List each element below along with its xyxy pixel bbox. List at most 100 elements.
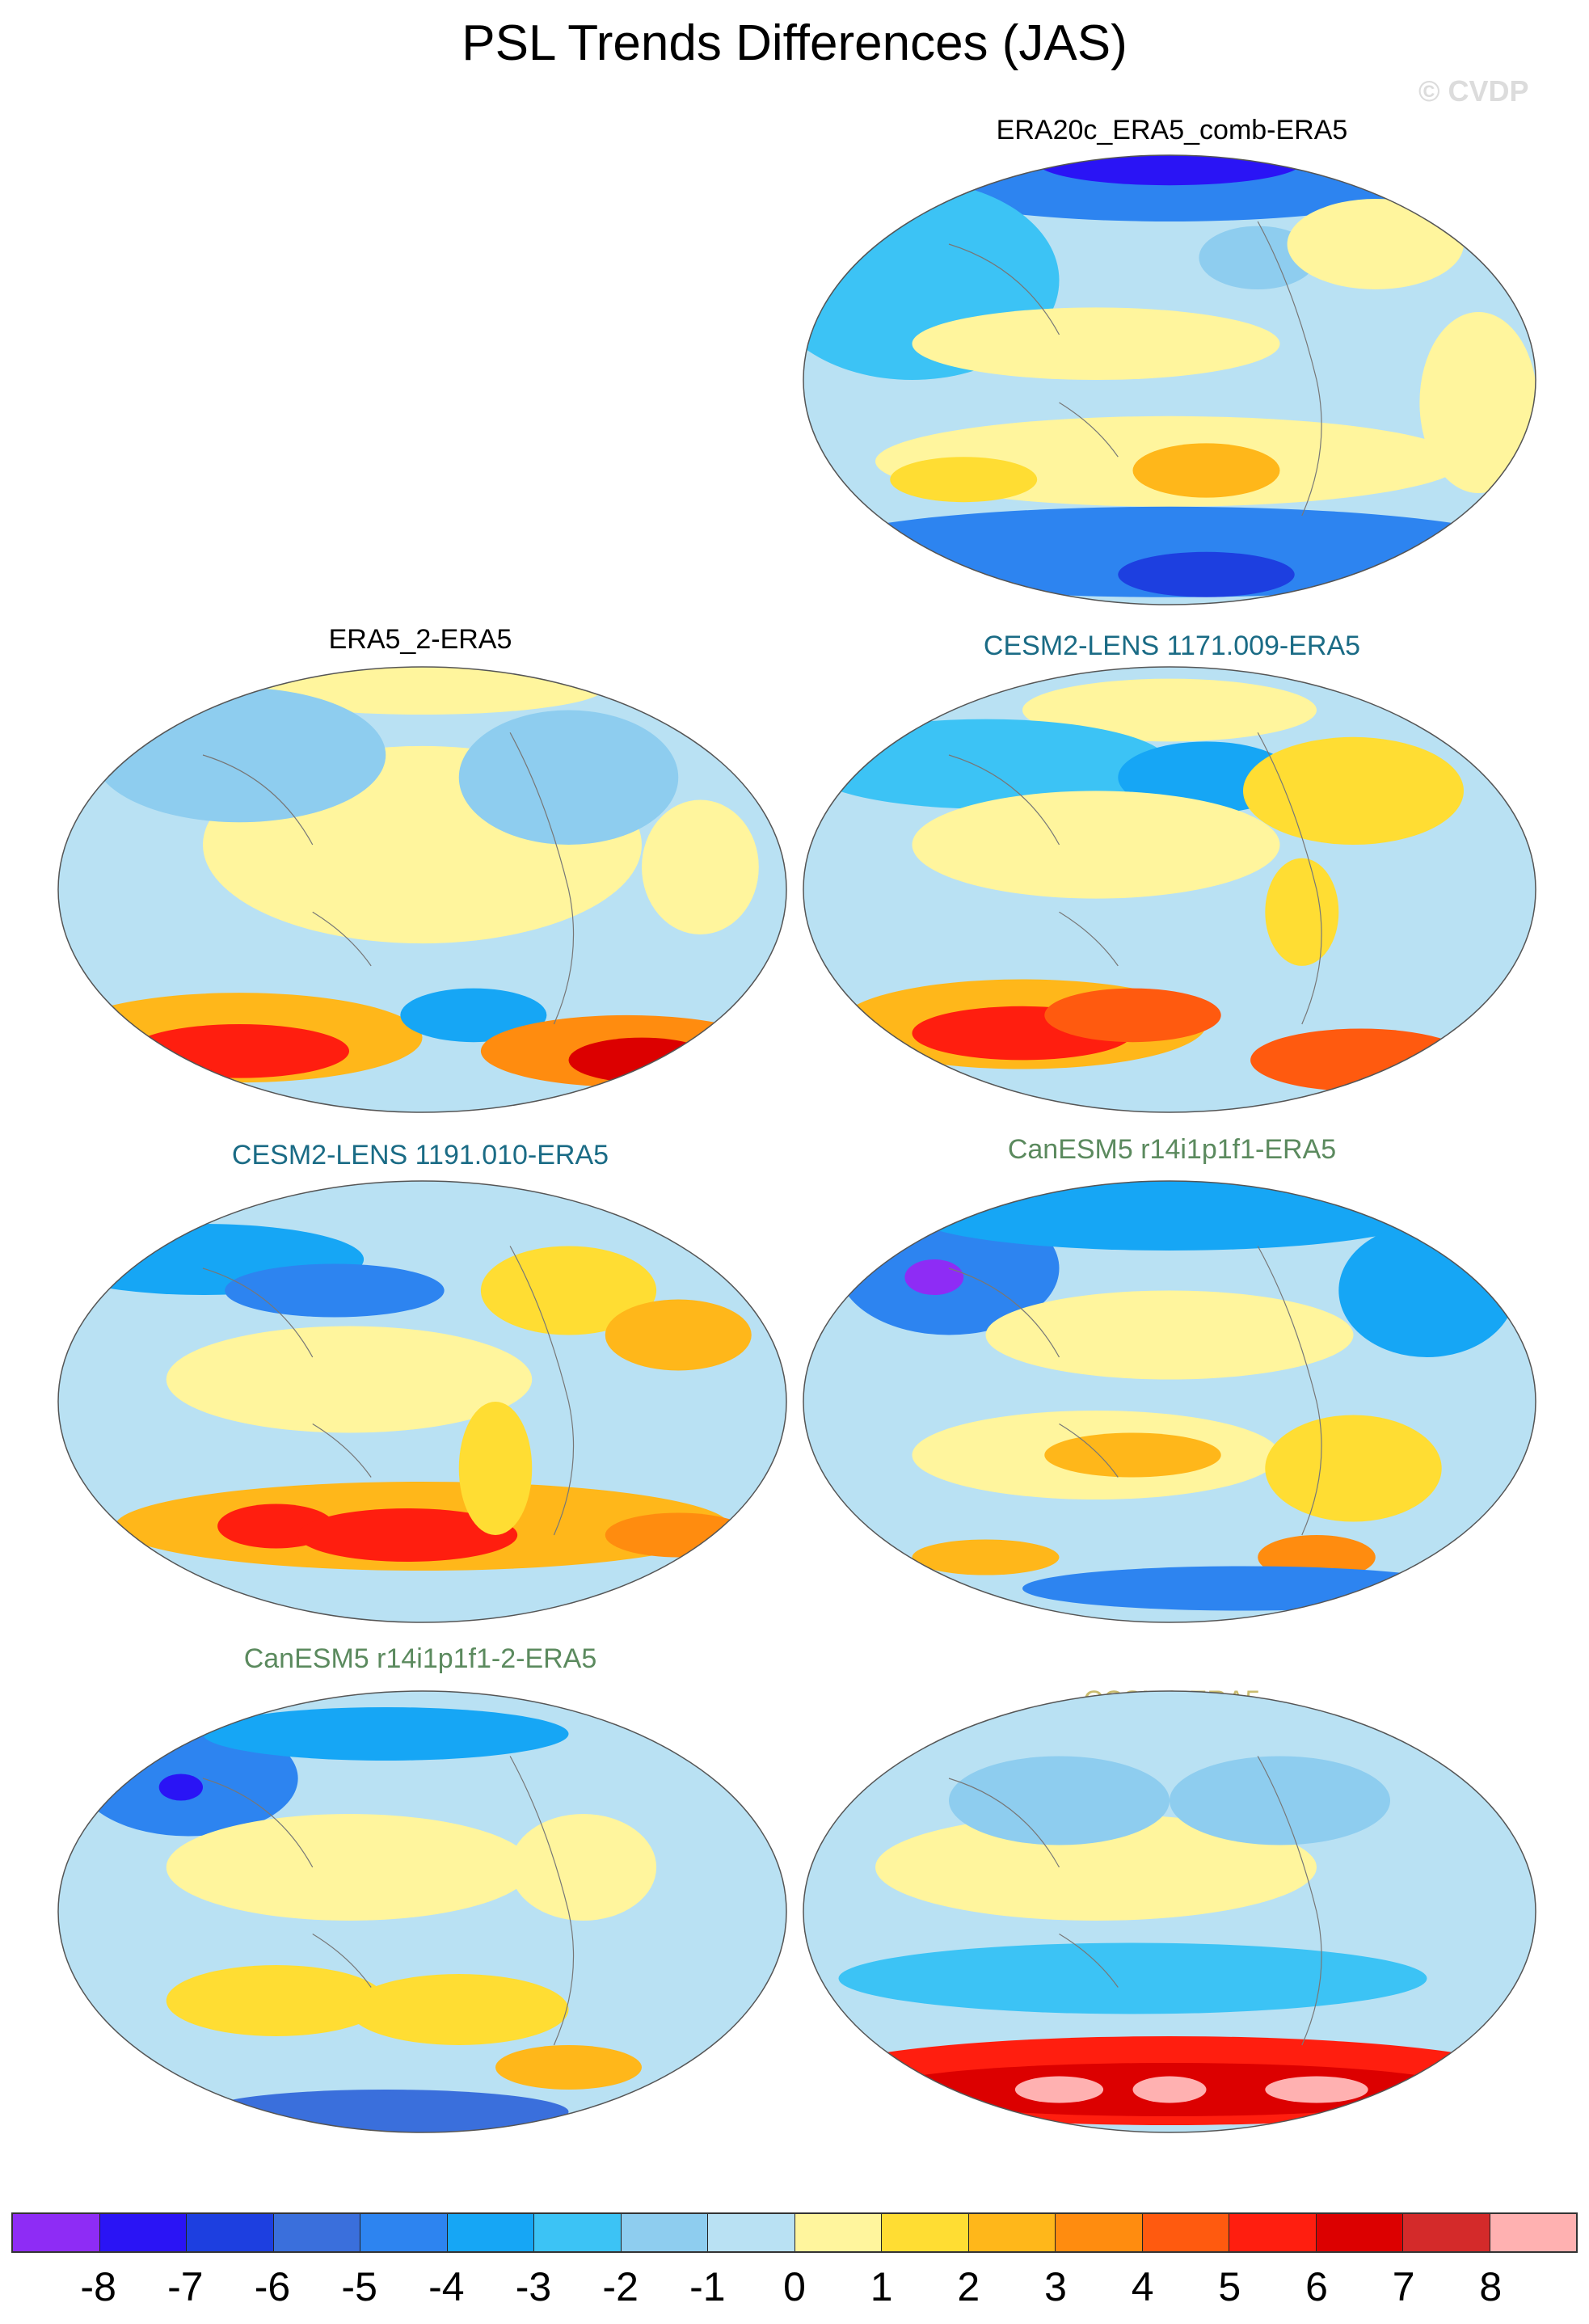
map-field-contour [495,2045,642,2090]
map-field-contour [203,1707,569,1761]
colorbar-swatch [360,2214,448,2251]
colorbar-swatch [447,2214,534,2251]
map-field-contour [1014,2076,1104,2103]
colorbar-swatch [1490,2214,1576,2251]
map-ccsm2 [803,1690,1536,2133]
panel-title-cesm-1191: CESM2-LENS 1191.010-ERA5 [231,1140,609,1170]
map-field-contour [1037,155,1302,186]
map-field-contour [912,1539,1060,1575]
map-field-contour [1265,858,1339,966]
map-field-contour [1044,1432,1221,1478]
map-field-contour [458,1402,533,1535]
cvdp-watermark: © CVDP [1418,74,1529,108]
panel-title-canesm-1: CanESM5 r14i1p1f1-ERA5 [1007,1134,1337,1165]
map-era5-2 [57,666,787,1113]
colorbar-swatch [1229,2214,1317,2251]
map-field-contour [158,1774,203,1801]
coastline [202,1756,575,2046]
map-field-contour [1265,1415,1442,1522]
map-field-contour [166,1326,533,1433]
map-cesm-1171 [803,666,1536,1113]
map-border [57,1690,787,2133]
colorbar-tick-label: 6 [1305,2264,1328,2309]
colorbar-tick-label: 5 [1218,2264,1241,2309]
map-field-contour [890,457,1038,503]
colorbar-tick-label: -2 [602,2264,639,2309]
colorbar-swatch [534,2214,622,2251]
colorbar-tick-label: -7 [167,2264,204,2309]
colorbar-swatch [1403,2214,1490,2251]
map-field-contour [480,1246,657,1335]
map-field-contour [93,687,386,823]
map-field-contour [1287,199,1464,289]
colorbar-tick-label: -8 [80,2264,116,2309]
map-cesm-1191 [57,1180,787,1623]
panel-title-cesm-1171: CESM2-LENS 1171.009-ERA5 [983,631,1361,661]
colorbar-tick-label: 1 [870,2264,893,2309]
colorbar-swatch [708,2214,795,2251]
colorbar-tick-label: 7 [1392,2264,1415,2309]
map-field-contour [1022,1566,1464,1611]
map-field-contour [568,1037,715,1083]
colorbar-tick-label: 8 [1479,2264,1503,2309]
map-field-contour [400,988,547,1043]
coastline [948,1246,1322,1536]
map-field-contour [1338,1224,1515,1357]
figure-title: PSL Trends Differences (JAS) [462,15,1127,71]
panel-title-canesm-2: CanESM5 r14i1p1f1-2-ERA5 [243,1643,597,1674]
colorbar-tick-label: -5 [341,2264,377,2309]
panel-title-era20c: ERA20c_ERA5_comb-ERA5 [996,115,1348,146]
map-field-contour [1132,2076,1207,2103]
map-field-contour [605,1299,752,1371]
colorbar-swatch [187,2214,274,2251]
map-field-contour [1265,2076,1368,2103]
map-era20c [803,154,1536,605]
colorbar-tick-label: 3 [1044,2264,1067,2309]
map-field-contour [912,791,1280,899]
map-border [803,1180,1536,1623]
map-field-contour [985,1290,1354,1380]
map-field-contour [1250,1028,1472,1092]
map-field-contour [1419,312,1536,493]
map-canesm-2 [57,1690,787,2133]
map-field-contour [458,710,679,845]
colorbar [11,2212,1578,2253]
map-field-contour [912,1181,1427,1251]
panel-title-era5-2: ERA5_2-ERA5 [328,624,512,655]
map-field-contour [1022,678,1317,742]
colorbar-swatch [1316,2214,1403,2251]
coastline [202,732,575,1025]
colorbar-swatch [99,2214,187,2251]
map-field-contour [1132,443,1280,498]
colorbar-tick-label: -4 [428,2264,465,2309]
coastline [948,221,1322,517]
colorbar-tick-label: -3 [515,2264,552,2309]
colorbar-tick-label: 4 [1131,2264,1154,2309]
map-field-contour [166,1965,386,2036]
map-border [57,1180,787,1623]
colorbar-swatch [13,2214,100,2251]
colorbar-tick-label: 2 [957,2264,980,2309]
map-field-contour [949,1756,1170,1845]
map-field-contour [203,2090,569,2132]
map-field-contour [166,1814,533,1921]
map-field-contour [1243,736,1464,845]
colorbar-tick-label: 0 [783,2264,806,2309]
map-canesm-1 [803,1180,1536,1623]
colorbar-swatch [794,2214,882,2251]
map-border [57,666,787,1113]
colorbar-tick-label: -1 [689,2264,726,2309]
map-border [803,666,1536,1113]
map-field-contour [875,1814,1317,1921]
colorbar-swatch [968,2214,1056,2251]
map-field-contour [1044,988,1221,1043]
colorbar-swatch [621,2214,708,2251]
coastline [202,1246,575,1536]
map-field-contour [642,799,759,934]
map-field-contour [1199,226,1317,289]
map-field-contour [510,1814,657,1921]
map-border [803,1690,1536,2133]
map-field-contour [1118,551,1295,597]
coastline [948,1756,1322,2046]
map-field-contour [912,307,1280,380]
